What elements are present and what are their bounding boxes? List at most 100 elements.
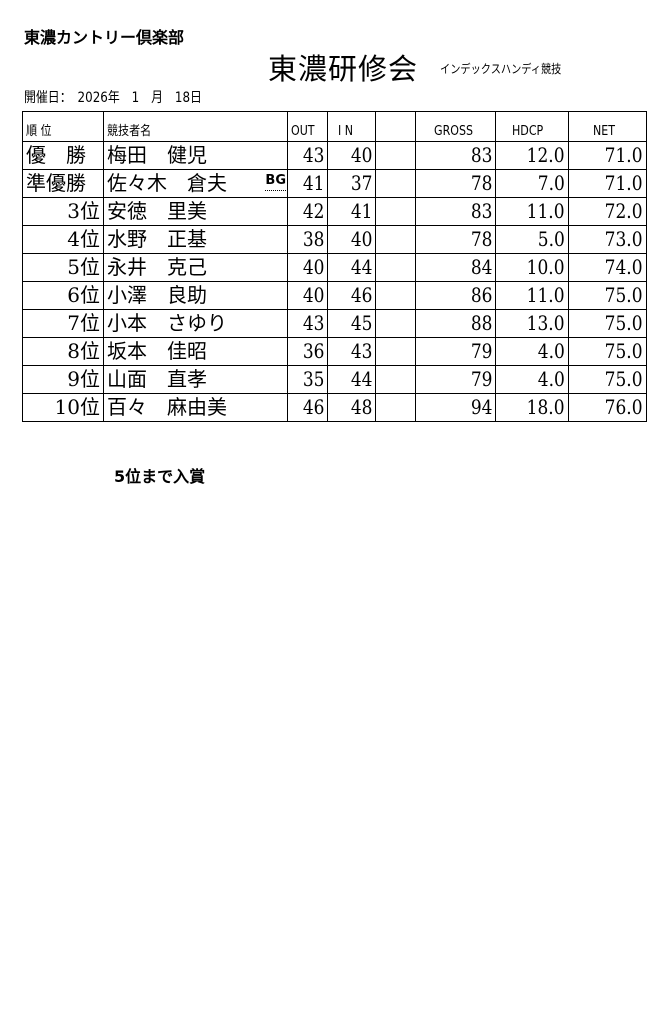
out-cell: 42 bbox=[287, 197, 328, 226]
rank-cell: 準優勝 bbox=[22, 169, 104, 198]
name-cell: 坂本 佳昭 bbox=[103, 337, 288, 366]
gross-cell: 79 bbox=[415, 337, 496, 366]
table-row: 5位 永井 克己 40 44 84 10.0 74.0 bbox=[22, 253, 647, 282]
rank-cell: 10位 bbox=[22, 393, 104, 422]
blank-cell bbox=[375, 281, 416, 310]
table-row: 7位 小本 さゆり 43 45 88 13.0 75.0 bbox=[22, 309, 647, 338]
header-rank: 順 位 bbox=[22, 111, 104, 142]
blank-cell bbox=[375, 197, 416, 226]
header-hdcp: HDCP bbox=[495, 111, 569, 142]
net-cell: 73.0 bbox=[568, 225, 647, 254]
net-cell: 72.0 bbox=[568, 197, 647, 226]
out-cell: 35 bbox=[287, 365, 328, 394]
rank-cell: 9位 bbox=[22, 365, 104, 394]
hdcp-cell: 18.0 bbox=[495, 393, 569, 422]
in-cell: 46 bbox=[327, 281, 376, 310]
table-row: 優 勝梅田 健児 43 40 83 12.0 71.0 bbox=[22, 141, 647, 170]
blank-cell bbox=[375, 365, 416, 394]
table-row: 8位 坂本 佳昭 36 43 79 4.0 75.0 bbox=[22, 337, 647, 366]
header-in: I N bbox=[327, 111, 376, 142]
hdcp-cell: 10.0 bbox=[495, 253, 569, 282]
in-cell: 44 bbox=[327, 253, 376, 282]
gross-cell: 86 bbox=[415, 281, 496, 310]
prize-note: 5位まで入賞 bbox=[114, 467, 206, 486]
rank-cell: 3位 bbox=[22, 197, 104, 226]
table-header: 順 位 競技者名 OUT I N GROSS HDCP NET bbox=[22, 111, 647, 142]
rank-cell: 6位 bbox=[22, 281, 104, 310]
header-out: OUT bbox=[287, 111, 328, 142]
in-cell: 41 bbox=[327, 197, 376, 226]
out-cell: 41 bbox=[287, 169, 328, 198]
in-cell: 44 bbox=[327, 365, 376, 394]
hdcp-cell: 12.0 bbox=[495, 141, 569, 170]
header-net: NET bbox=[568, 111, 647, 142]
hdcp-cell: 13.0 bbox=[495, 309, 569, 338]
gross-cell: 78 bbox=[415, 169, 496, 198]
results-table: 順 位 競技者名 OUT I N GROSS HDCP NET 優 勝梅田 健児… bbox=[22, 111, 647, 422]
table-row: 6位 小澤 良助 40 46 86 11.0 75.0 bbox=[22, 281, 647, 310]
gross-cell: 83 bbox=[415, 141, 496, 170]
blank-cell bbox=[375, 169, 416, 198]
hdcp-cell: 11.0 bbox=[495, 197, 569, 226]
out-cell: 40 bbox=[287, 281, 328, 310]
header-name: 競技者名 bbox=[103, 111, 288, 142]
gross-cell: 78 bbox=[415, 225, 496, 254]
in-cell: 40 bbox=[327, 225, 376, 254]
table-row: 準優勝 佐々木 倉夫 BG 41 37 78 7.0 71.0 bbox=[22, 169, 647, 198]
name-cell: 佐々木 倉夫 BG bbox=[103, 169, 288, 198]
table-row: 10位 百々 麻由美 46 48 94 18.0 76.0 bbox=[22, 393, 647, 422]
net-cell: 75.0 bbox=[568, 309, 647, 338]
in-cell: 43 bbox=[327, 337, 376, 366]
net-cell: 75.0 bbox=[568, 365, 647, 394]
header-blank bbox=[375, 111, 416, 142]
net-cell: 71.0 bbox=[568, 169, 647, 198]
name-cell: 小本 さゆり bbox=[103, 309, 288, 338]
rank-cell: 優 勝 bbox=[22, 141, 104, 170]
in-cell: 45 bbox=[327, 309, 376, 338]
net-cell: 75.0 bbox=[568, 337, 647, 366]
net-cell: 76.0 bbox=[568, 393, 647, 422]
name-cell: 百々 麻由美 bbox=[103, 393, 288, 422]
name-cell: 小澤 良助 bbox=[103, 281, 288, 310]
blank-cell bbox=[375, 225, 416, 254]
name-cell: 安徳 里美 bbox=[103, 197, 288, 226]
hdcp-cell: 5.0 bbox=[495, 225, 569, 254]
gross-cell: 79 bbox=[415, 365, 496, 394]
gross-cell: 83 bbox=[415, 197, 496, 226]
table-row: 9位 山面 直孝 35 44 79 4.0 75.0 bbox=[22, 365, 647, 394]
gross-cell: 84 bbox=[415, 253, 496, 282]
in-cell: 37 bbox=[327, 169, 376, 198]
rank-cell: 4位 bbox=[22, 225, 104, 254]
name-cell: 山面 直孝 bbox=[103, 365, 288, 394]
out-cell: 40 bbox=[287, 253, 328, 282]
table-row: 3位 安徳 里美 42 41 83 11.0 72.0 bbox=[22, 197, 647, 226]
gross-cell: 94 bbox=[415, 393, 496, 422]
hdcp-cell: 7.0 bbox=[495, 169, 569, 198]
out-cell: 43 bbox=[287, 309, 328, 338]
name-cell: 永井 克己 bbox=[103, 253, 288, 282]
blank-cell bbox=[375, 309, 416, 338]
hdcp-cell: 4.0 bbox=[495, 365, 569, 394]
gross-cell: 88 bbox=[415, 309, 496, 338]
blank-cell bbox=[375, 393, 416, 422]
event-title: 東濃研修会 bbox=[268, 52, 419, 86]
out-cell: 43 bbox=[287, 141, 328, 170]
net-cell: 71.0 bbox=[568, 141, 647, 170]
header-gross: GROSS bbox=[415, 111, 496, 142]
blank-cell bbox=[375, 253, 416, 282]
name-cell: 梅田 健児 bbox=[103, 141, 288, 170]
club-name: 東濃カントリー倶楽部 bbox=[24, 28, 185, 47]
name-cell: 水野 正基 bbox=[103, 225, 288, 254]
event-date: 開催日： 2026年 1 月 18日 bbox=[24, 90, 202, 106]
hdcp-cell: 11.0 bbox=[495, 281, 569, 310]
event-subtitle: インデックスハンディ競技 bbox=[440, 62, 562, 76]
net-cell: 75.0 bbox=[568, 281, 647, 310]
hdcp-cell: 4.0 bbox=[495, 337, 569, 366]
rank-cell: 5位 bbox=[22, 253, 104, 282]
in-cell: 40 bbox=[327, 141, 376, 170]
out-cell: 36 bbox=[287, 337, 328, 366]
in-cell: 48 bbox=[327, 393, 376, 422]
table-row: 4位 水野 正基 38 40 78 5.0 73.0 bbox=[22, 225, 647, 254]
out-cell: 38 bbox=[287, 225, 328, 254]
rank-cell: 8位 bbox=[22, 337, 104, 366]
